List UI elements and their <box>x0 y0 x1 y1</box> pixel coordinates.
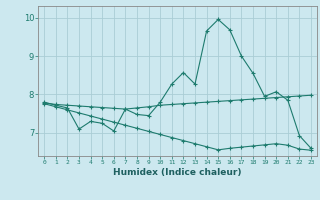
X-axis label: Humidex (Indice chaleur): Humidex (Indice chaleur) <box>113 168 242 177</box>
